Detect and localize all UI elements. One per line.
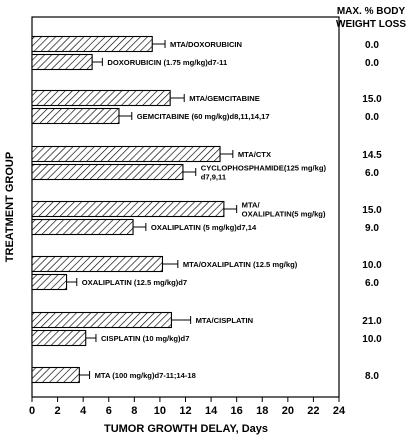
weight-loss-value: 8.0 — [365, 371, 379, 382]
x-axis-title: TUMOR GROWTH DELAY, Days — [104, 423, 268, 435]
bar-label: OXALIPLATIN (12.5 mg/kg)d7 — [82, 278, 187, 287]
bar — [31, 200, 225, 218]
x-tick-label: 10 — [154, 405, 166, 417]
bar — [31, 255, 164, 273]
bar-group: MTA/CISPLATIN 21.0 — [31, 311, 382, 329]
x-tick-label: 0 — [29, 405, 35, 417]
bar-group: DOXORUBICIN (1.75 mg/kg)d7-11 0.0 — [31, 53, 379, 71]
bar-group: MTA/CTX 14.5 — [31, 145, 382, 163]
weight-loss-value: 0.0 — [365, 112, 379, 123]
bar-label: MTA/ — [242, 201, 261, 210]
bar-label: GEMCITABINE (60 mg/kg)d8,11,14,17 — [137, 112, 270, 121]
bar-group: MTA/OXALIPLATIN(5 mg/kg) 15.0 — [31, 200, 382, 219]
bar-group: MTA (100 mg/kg)d7-11;14-18 8.0 — [31, 366, 379, 384]
bar-label: MTA/CISPLATIN — [196, 316, 254, 325]
x-tick-label: 18 — [256, 405, 268, 417]
x-tick-label: 20 — [282, 405, 294, 417]
bar — [31, 311, 172, 329]
bar-group: CYCLOPHOSPHAMIDE(125 mg/kg)d7,9,11 6.0 — [31, 163, 379, 182]
weight-loss-value: 6.0 — [365, 278, 379, 289]
weight-loss-value: 10.0 — [362, 334, 382, 345]
bar — [31, 329, 87, 347]
bar — [31, 273, 68, 291]
bar-label: DOXORUBICIN (1.75 mg/kg)d7-11 — [107, 58, 228, 67]
weight-loss-value: 6.0 — [365, 168, 379, 179]
weight-loss-value: 15.0 — [362, 205, 382, 216]
x-tick-label: 4 — [80, 405, 87, 417]
bar — [31, 107, 120, 125]
bar — [31, 89, 171, 107]
x-tick-label: 2 — [55, 405, 61, 417]
bar-group: CISPLATIN (10 mg/kg)d7 10.0 — [31, 329, 382, 347]
bar-label: MTA/GEMCITABINE — [189, 94, 260, 103]
bar-label: MTA/OXALIPLATIN (12.5 mg/kg) — [183, 260, 298, 269]
weight-loss-value: 14.5 — [362, 150, 382, 161]
bar-group: MTA/DOXORUBICIN 0.0 — [31, 35, 379, 53]
bar-label: CYCLOPHOSPHAMIDE(125 mg/kg) — [201, 164, 327, 173]
bar — [31, 366, 80, 384]
bar-label: CISPLATIN (10 mg/kg)d7 — [101, 334, 189, 343]
x-tick-label: 24 — [333, 405, 346, 417]
weight-loss-value: 9.0 — [365, 223, 379, 234]
x-tick-label: 22 — [307, 405, 319, 417]
weight-loss-value: 10.0 — [362, 260, 382, 271]
bar-group: OXALIPLATIN (12.5 mg/kg)d7 6.0 — [31, 273, 379, 291]
bar-label: MTA/CTX — [238, 150, 271, 159]
bar-label: d7,9,11 — [201, 173, 227, 182]
bar-label: OXALIPLATIN(5 mg/kg) — [242, 210, 326, 219]
bar — [31, 163, 184, 181]
bar — [31, 218, 134, 236]
y-axis-title: TREATMENT GROUP — [4, 152, 16, 262]
x-tick-label: 16 — [231, 405, 243, 417]
weight-loss-header-line1: MAX. % BODY — [337, 6, 406, 17]
bar-label: MTA (100 mg/kg)d7-11;14-18 — [95, 371, 196, 380]
x-axis: 0 2 4 6 8 10 12 14 16 18 20 22 24 — [29, 397, 346, 417]
bar — [31, 53, 93, 71]
bar-group: MTA/OXALIPLATIN (12.5 mg/kg) 10.0 — [31, 255, 382, 273]
bar-group: OXALIPLATIN (5 mg/kg)d7,14 9.0 — [31, 218, 379, 236]
x-tick-label: 8 — [131, 405, 137, 417]
bar-group: MTA/GEMCITABINE 15.0 — [31, 89, 382, 107]
weight-loss-header-line2: WEIGHT LOSS — [336, 19, 406, 30]
weight-loss-value: 15.0 — [362, 94, 382, 105]
weight-loss-value: 21.0 — [362, 316, 382, 327]
x-tick-label: 12 — [179, 405, 191, 417]
bar-label: OXALIPLATIN (5 mg/kg)d7,14 — [151, 223, 257, 232]
x-tick-label: 14 — [205, 405, 218, 417]
bar-group: GEMCITABINE (60 mg/kg)d8,11,14,17 0.0 — [31, 107, 379, 125]
weight-loss-value: 0.0 — [365, 40, 379, 51]
bar — [31, 35, 153, 53]
bar-label: MTA/DOXORUBICIN — [170, 40, 242, 49]
weight-loss-value: 0.0 — [365, 58, 379, 69]
bar — [31, 145, 221, 163]
x-tick-label: 6 — [106, 405, 112, 417]
